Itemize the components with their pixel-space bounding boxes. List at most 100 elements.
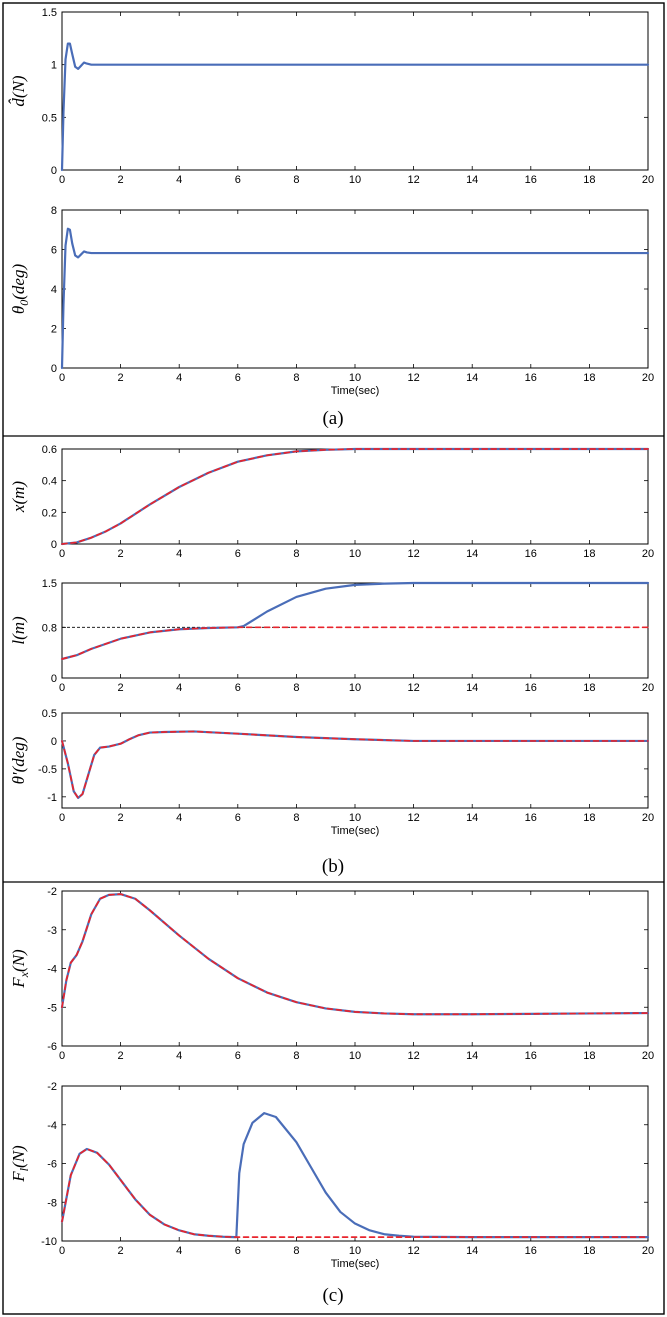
ytick-label-d_hat: 1 — [51, 60, 57, 72]
xtick-label-d_hat: 14 — [466, 174, 478, 186]
xtick-label-Fl: 16 — [525, 1245, 537, 1257]
ytick-label-l: 1.5 — [42, 578, 57, 590]
ytick-label-l: 0 — [51, 673, 57, 685]
chart-Fl: 0 2 4 6 8 10 12 14 16 18 20 -10 -8 -6 -4 -2 Fl(N) Time(se… — [9, 1081, 654, 1270]
xtick-label-Fx: 16 — [525, 1050, 537, 1062]
ylabel-theta_prime: θ'(deg) — [9, 736, 28, 784]
xtick-label-x: 2 — [118, 548, 124, 560]
xtick-label-x: 20 — [642, 548, 654, 560]
ytick-label-Fx: -4 — [47, 964, 57, 976]
panel-label-a: (a) — [322, 408, 343, 429]
xtick-label-d_hat: 20 — [642, 174, 654, 186]
xtick-label-l: 2 — [118, 682, 124, 694]
xtick-label-Fl: 10 — [349, 1245, 361, 1257]
xtick-label-theta0: 0 — [59, 372, 65, 384]
ytick-label-Fx: -6 — [47, 1041, 57, 1053]
xtick-label-l: 0 — [59, 682, 65, 694]
xtick-label-l: 18 — [583, 682, 595, 694]
ylabel-l: l(m) — [9, 616, 28, 645]
xlabel-theta0: Time(sec) — [331, 385, 379, 397]
xtick-label-l: 20 — [642, 682, 654, 694]
xtick-label-theta_prime: 0 — [59, 812, 65, 824]
ytick-label-theta_prime: -0.5 — [38, 764, 57, 776]
xtick-label-theta0: 4 — [176, 372, 182, 384]
xtick-label-x: 12 — [407, 548, 419, 560]
xtick-label-theta_prime: 18 — [583, 812, 595, 824]
xtick-label-theta0: 14 — [466, 372, 478, 384]
xtick-label-theta_prime: 16 — [525, 812, 537, 824]
xtick-label-d_hat: 10 — [349, 174, 361, 186]
ytick-label-Fl: -2 — [47, 1081, 57, 1093]
actual-series-theta_prime — [60, 730, 650, 800]
desired-series-x — [61, 448, 649, 545]
xtick-label-theta0: 6 — [235, 372, 241, 384]
chart-l: 0 2 4 6 8 10 12 14 16 18 20 0 0.8 1.5 l(m) — [9, 578, 654, 694]
xtick-label-Fl: 4 — [176, 1245, 182, 1257]
panel-label-c: (c) — [322, 1285, 343, 1306]
xtick-label-theta0: 12 — [407, 372, 419, 384]
xtick-label-Fx: 20 — [642, 1050, 654, 1062]
chart-d_hat: 0 2 4 6 8 10 12 14 16 18 20 0 0.5 1 1.5 d̂(N) — [9, 7, 655, 186]
ytick-label-theta_prime: 0.5 — [42, 708, 57, 720]
xtick-label-theta_prime: 12 — [407, 812, 419, 824]
xtick-label-d_hat: 2 — [118, 174, 124, 186]
ytick-label-Fl: -10 — [41, 1236, 57, 1248]
ytick-label-d_hat: 0 — [51, 165, 57, 177]
ytick-label-Fl: -6 — [47, 1159, 57, 1171]
xtick-label-Fl: 2 — [118, 1245, 124, 1257]
xtick-label-x: 6 — [235, 548, 241, 560]
xtick-label-l: 4 — [176, 682, 182, 694]
xtick-label-d_hat: 16 — [525, 174, 537, 186]
xtick-label-l: 10 — [349, 682, 361, 694]
ytick-label-x: 0.4 — [42, 476, 57, 488]
xtick-label-Fl: 6 — [235, 1245, 241, 1257]
xtick-label-Fx: 8 — [293, 1050, 299, 1062]
desired-series-Fx — [61, 893, 649, 1016]
xtick-label-Fl: 14 — [466, 1245, 478, 1257]
xtick-label-theta_prime: 8 — [293, 812, 299, 824]
xtick-label-l: 8 — [293, 682, 299, 694]
axes-theta0 — [61, 209, 649, 369]
axes-theta_prime — [61, 712, 649, 809]
xtick-label-Fl: 0 — [59, 1245, 65, 1257]
xtick-label-l: 12 — [407, 682, 419, 694]
ytick-label-d_hat: 1.5 — [42, 7, 57, 19]
ytick-label-theta_prime: -1 — [47, 792, 57, 804]
desired-series-l — [61, 626, 649, 660]
xtick-label-d_hat: 18 — [583, 174, 595, 186]
axes-x — [61, 448, 649, 545]
xtick-label-theta0: 18 — [583, 372, 595, 384]
xtick-label-x: 8 — [293, 548, 299, 560]
xlabel-Fl: Time(sec) — [331, 1258, 379, 1270]
ytick-label-l: 0.8 — [42, 622, 57, 634]
xtick-label-x: 4 — [176, 548, 182, 560]
ytick-label-theta0: 8 — [51, 205, 57, 217]
xtick-label-Fx: 2 — [118, 1050, 124, 1062]
xtick-label-x: 18 — [583, 548, 595, 560]
ytick-label-Fl: -8 — [47, 1197, 57, 1209]
xtick-label-theta0: 2 — [118, 372, 124, 384]
chart-theta_prime: 0 2 4 6 8 10 12 14 16 18 20 -1 -0.5 0 0.5 θ'(deg) Time(s… — [9, 708, 654, 837]
ytick-label-Fx: -3 — [47, 925, 57, 937]
xtick-label-x: 0 — [59, 548, 65, 560]
xtick-label-Fx: 18 — [583, 1050, 595, 1062]
xtick-label-Fl: 12 — [407, 1245, 419, 1257]
xtick-label-d_hat: 6 — [235, 174, 241, 186]
xtick-label-Fx: 10 — [349, 1050, 361, 1062]
ytick-label-x: 0 — [51, 539, 57, 551]
ytick-label-Fx: -5 — [47, 1002, 57, 1014]
axes-Fx — [61, 890, 649, 1047]
ytick-label-Fl: -4 — [47, 1120, 57, 1132]
xtick-label-Fx: 6 — [235, 1050, 241, 1062]
chart-Fx: 0 2 4 6 8 10 12 14 16 18 20 -6 -5 -4 -3 -2 Fx(N) — [9, 886, 654, 1062]
xtick-label-theta_prime: 2 — [118, 812, 124, 824]
ytick-label-d_hat: 0.5 — [42, 112, 57, 124]
xtick-label-theta_prime: 20 — [642, 812, 654, 824]
ytick-label-theta0: 4 — [51, 284, 57, 296]
xtick-label-x: 14 — [466, 548, 478, 560]
xtick-label-l: 6 — [235, 682, 241, 694]
xtick-label-Fx: 0 — [59, 1050, 65, 1062]
